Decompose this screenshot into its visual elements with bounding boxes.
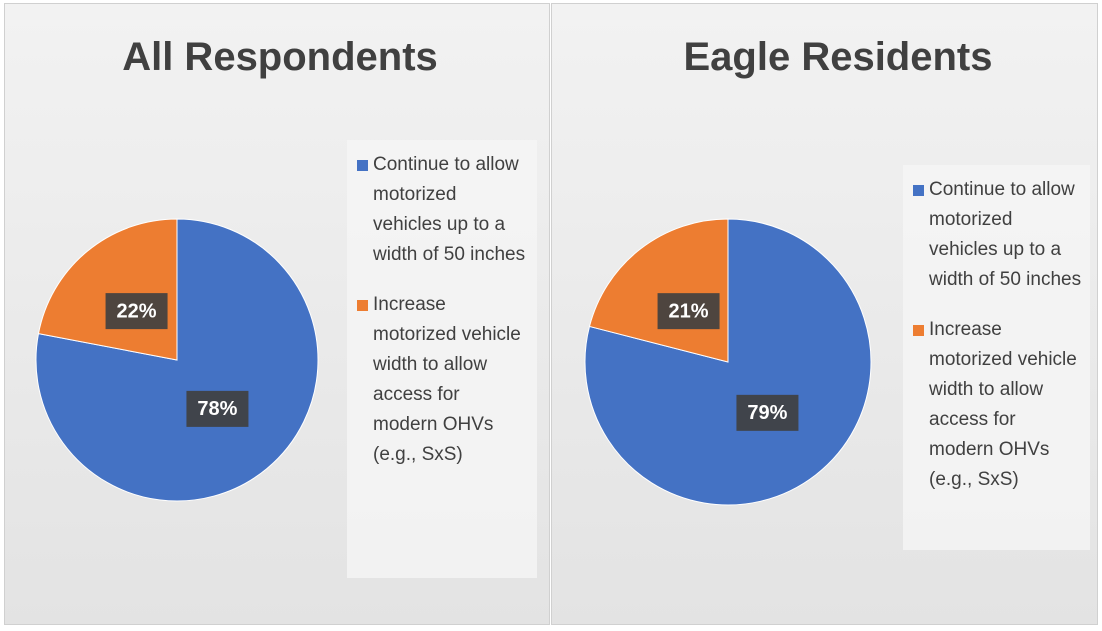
- chart-title: All Respondents: [122, 35, 438, 79]
- legend-label: Continue to allow motorized vehicles up …: [373, 154, 526, 265]
- legend-item: Increase motorized vehicle width to allo…: [913, 315, 1082, 495]
- legend: Continue to allow motorized vehicles up …: [903, 165, 1090, 550]
- data-label-box: [657, 293, 720, 330]
- data-label-text: 21%: [669, 300, 709, 322]
- data-label-text: 22%: [117, 300, 157, 322]
- legend-key: [913, 325, 924, 336]
- data-label-box: [105, 293, 168, 330]
- chart-title: Eagle Residents: [683, 35, 992, 79]
- data-label-box: [186, 390, 249, 427]
- data-label-box: [736, 394, 799, 431]
- legend-item: Increase motorized vehicle width to allo…: [357, 290, 529, 470]
- data-label: 21%: [657, 293, 720, 330]
- data-label: 79%: [736, 394, 799, 431]
- data-label: 78%: [186, 390, 249, 427]
- data-label-text: 78%: [197, 398, 237, 420]
- legend-label: Increase motorized vehicle width to allo…: [929, 319, 1077, 490]
- legend-label: Increase motorized vehicle width to allo…: [373, 294, 521, 465]
- legend-key: [913, 185, 924, 196]
- data-label: 22%: [105, 293, 168, 330]
- legend-item: Continue to allow motorized vehicles up …: [913, 175, 1082, 295]
- legend-key: [357, 300, 368, 311]
- legend: Continue to allow motorized vehicles up …: [347, 140, 537, 578]
- legend-item: Continue to allow motorized vehicles up …: [357, 150, 529, 270]
- data-label-text: 79%: [747, 402, 787, 424]
- legend-label: Continue to allow motorized vehicles up …: [929, 179, 1082, 290]
- legend-key: [357, 160, 368, 171]
